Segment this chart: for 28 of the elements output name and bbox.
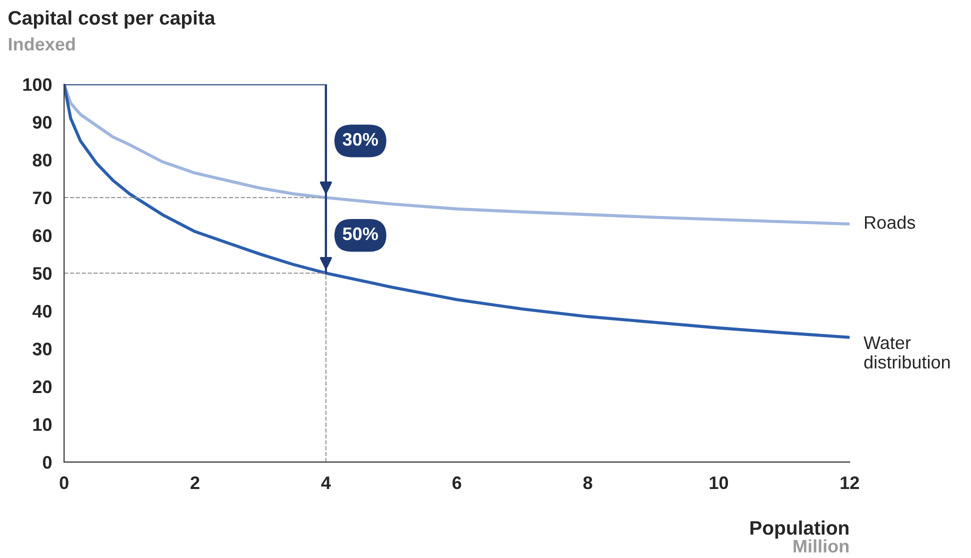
series-label: Water distribution bbox=[864, 336, 950, 369]
x-tick-label: 4 bbox=[321, 476, 331, 489]
y-tick-label: 30 bbox=[32, 342, 52, 356]
annotation: 30% bbox=[342, 132, 378, 146]
x-tick-label: 8 bbox=[583, 476, 592, 490]
x-tick-label: 10 bbox=[710, 476, 728, 490]
x-tick-label: 12 bbox=[840, 476, 859, 489]
y-tick-label: 100 bbox=[23, 78, 52, 91]
chart-subtitle: Indexed bbox=[8, 37, 75, 51]
line-series bbox=[64, 84, 850, 339]
x-tick-label: 6 bbox=[452, 476, 462, 490]
y-tick-label: 10 bbox=[33, 418, 52, 431]
chart-title: Capital cost per capita bbox=[8, 10, 216, 29]
x-tick-label: 2 bbox=[190, 476, 200, 489]
y-tick-label: 20 bbox=[32, 380, 52, 394]
y-tick-label: 90 bbox=[32, 116, 52, 129]
series-label: Roads bbox=[864, 216, 916, 229]
x-axis-title: Population bbox=[750, 520, 848, 539]
line-series bbox=[64, 84, 850, 226]
x-tick-label: 0 bbox=[60, 476, 68, 490]
y-tick-label: 70 bbox=[32, 192, 52, 204]
annotation: 50% bbox=[342, 227, 378, 240]
y-tick-label: 80 bbox=[32, 154, 52, 167]
text: Million bbox=[794, 539, 849, 553]
y-tick-label: 50 bbox=[32, 267, 52, 280]
y-tick-label: 0 bbox=[42, 456, 52, 469]
y-tick-label: 40 bbox=[32, 304, 52, 318]
y-tick-label: 60 bbox=[32, 229, 52, 242]
